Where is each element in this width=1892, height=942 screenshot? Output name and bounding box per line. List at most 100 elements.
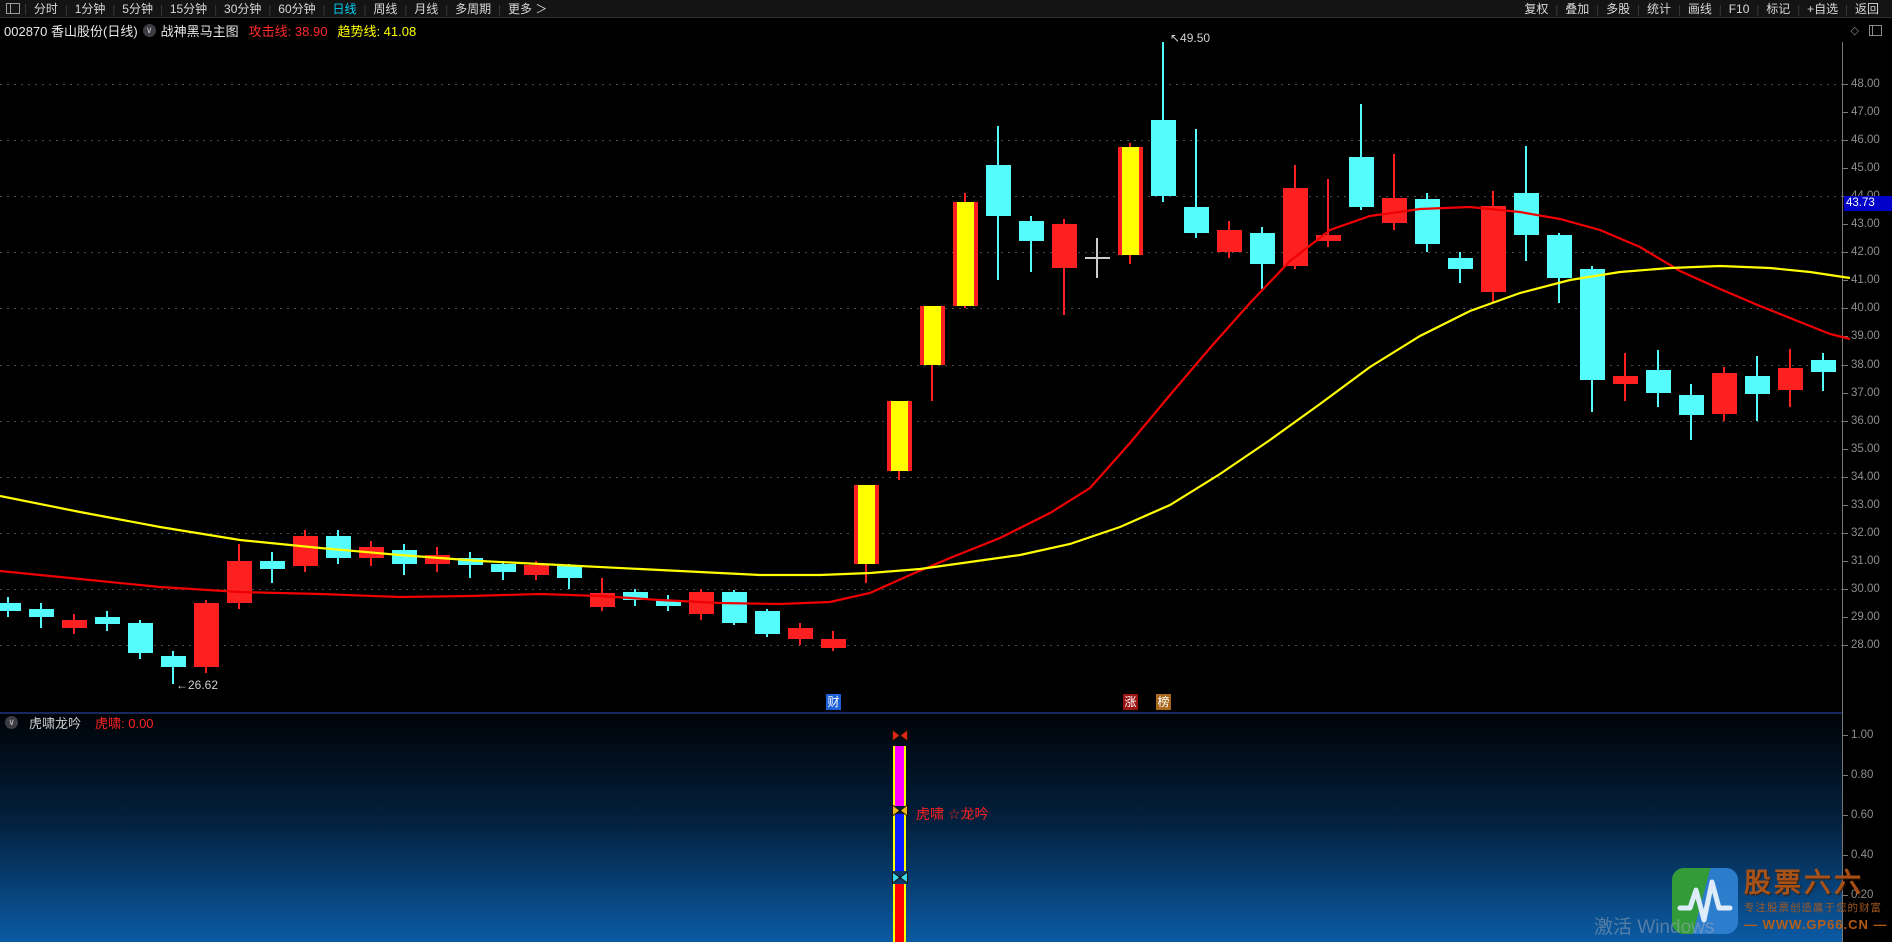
candle-wick [1195, 129, 1197, 238]
indicator-bar-segment [893, 746, 906, 806]
gridline [0, 477, 1842, 478]
candle [392, 550, 417, 564]
panel-chevron-icon[interactable]: ∨ [5, 715, 18, 729]
indicator-panel[interactable] [0, 714, 1842, 942]
candle [524, 565, 549, 575]
high-price-annotation: ↖49.50 [1170, 31, 1211, 45]
menu-separator: | [112, 3, 116, 16]
price-axis-tick [1843, 336, 1848, 337]
last-price-tag: 43.73 [1844, 196, 1892, 211]
candle [491, 564, 516, 572]
indicator-panel-header: ∨ 虎啸龙吟 虎啸: 0.00 [0, 714, 154, 731]
candle [1646, 370, 1671, 393]
menu-item-2[interactable]: 5分钟 [122, 1, 153, 16]
tool-menu-item-3[interactable]: 统计 [1646, 1, 1671, 16]
candle [755, 611, 780, 634]
candle [953, 202, 978, 306]
price-axis-tick [1843, 224, 1848, 225]
price-axis-label: 45.00 [1851, 162, 1880, 174]
price-axis-label: 32.00 [1851, 527, 1880, 539]
tool-menu-item-0[interactable]: 复权 [1524, 1, 1549, 16]
candle [1250, 233, 1275, 264]
menu-separator: | [363, 3, 367, 16]
candle [920, 306, 945, 365]
tool-menu-item-4[interactable]: 画线 [1687, 1, 1712, 16]
tool-menu-item-7[interactable]: +自选 [1807, 1, 1839, 16]
tool-menu-item-8[interactable]: 返回 [1854, 1, 1879, 16]
price-axis-tick [1843, 308, 1848, 309]
panel-axis-tick [1843, 735, 1848, 736]
gridline [0, 140, 1842, 141]
candle-wick [469, 552, 471, 578]
menu-item-0[interactable]: 分时 [33, 1, 58, 16]
menu-separator: | [268, 3, 272, 16]
watermark-tagline: 专注股票创造属于您的财富 [1744, 902, 1882, 914]
menu-item-8[interactable]: 月线 [414, 1, 439, 16]
symbol-infobar: 002870 香山股份(日线) ∨ 战神黑马主图 攻击线: 38.90 趋势线:… [0, 18, 1892, 42]
price-axis-tick [1843, 589, 1848, 590]
symbol-title[interactable]: 002870 香山股份(日线) [4, 23, 138, 39]
candle [1415, 199, 1440, 244]
menu-separator: | [498, 3, 501, 16]
price-axis-tick [1843, 645, 1848, 646]
menu-item-4[interactable]: 30分钟 [224, 1, 262, 16]
windows-activation-watermark: 激活 Windows [1594, 917, 1715, 938]
panel-axis-label: 0.80 [1851, 769, 1874, 781]
tool-menu-item-2[interactable]: 多股 [1606, 1, 1631, 16]
candle-wick [172, 651, 174, 684]
event-marker-财[interactable]: 财 [826, 694, 841, 710]
event-marker-榜[interactable]: 榜 [1156, 694, 1171, 710]
tool-menu-item-5[interactable]: F10 [1728, 1, 1750, 16]
price-axis-label: 37.00 [1851, 387, 1880, 399]
candle [1151, 120, 1176, 196]
indicator-bar-segment [893, 814, 906, 871]
price-axis-label: 29.00 [1851, 611, 1880, 623]
menu-separator: | [445, 3, 449, 16]
indicator-chevron-icon[interactable]: ∨ [142, 23, 156, 37]
menu-item-1[interactable]: 1分钟 [74, 1, 106, 16]
menu-item-9[interactable]: 多周期 [455, 1, 492, 16]
panel-divider[interactable] [0, 712, 1842, 714]
menu-item-5[interactable]: 60分钟 [278, 1, 316, 16]
tool-menu-group: 复权 | 叠加 | 多股 | 统计 | 画线 | F10 | 标记 | +自选 | 返回 [1517, 1, 1886, 17]
price-axis-tick [1843, 533, 1848, 534]
main-indicator-name[interactable]: 战神黑马主图 [160, 23, 239, 39]
candle [194, 603, 219, 667]
price-axis-tick [1843, 84, 1848, 85]
price-axis-label: 38.00 [1851, 359, 1880, 371]
candle [1382, 198, 1407, 223]
menu-item-10[interactable]: 更多 ＞ [507, 1, 548, 16]
price-axis-label: 40.00 [1851, 302, 1880, 314]
menu-item-3[interactable]: 15分钟 [169, 1, 208, 16]
candle [1547, 235, 1572, 278]
candlestick-chart[interactable] [0, 42, 1892, 712]
price-axis-label: 48.00 [1851, 78, 1880, 90]
event-marker-涨[interactable]: 涨 [1123, 694, 1138, 710]
tool-menu-item-1[interactable]: 叠加 [1565, 1, 1590, 16]
candle [1580, 269, 1605, 380]
menu-item-6[interactable]: 日线 [332, 1, 357, 16]
gridline [0, 365, 1842, 366]
menu-separator: | [1637, 3, 1640, 16]
price-axis-tick [1843, 505, 1848, 506]
watermark-url: — WWW.GP66.CN — [1744, 917, 1888, 932]
candle [1481, 206, 1506, 292]
candle [623, 592, 648, 600]
price-axis-tick [1843, 561, 1848, 562]
menu-item-7[interactable]: 周线 [373, 1, 398, 16]
diamond-icon[interactable]: ◇ [1850, 24, 1859, 37]
panel-indicator-name[interactable]: 虎啸龙吟 [29, 715, 82, 731]
price-axis-tick [1843, 365, 1848, 366]
candle [1019, 221, 1044, 241]
candle [0, 603, 21, 611]
price-axis-label: 36.00 [1851, 415, 1880, 427]
panel-axis-label: 0.40 [1851, 849, 1874, 861]
price-axis-line [1842, 42, 1843, 942]
tool-menu-item-6[interactable]: 标记 [1766, 1, 1791, 16]
panel-indicator-value: 虎啸: 0.00 [95, 715, 154, 731]
menu-separator: | [1555, 3, 1559, 16]
split-pane-icon[interactable] [1869, 24, 1882, 36]
window-layout-icon[interactable] [6, 3, 20, 14]
candle [1514, 193, 1539, 235]
candle [1316, 235, 1341, 241]
